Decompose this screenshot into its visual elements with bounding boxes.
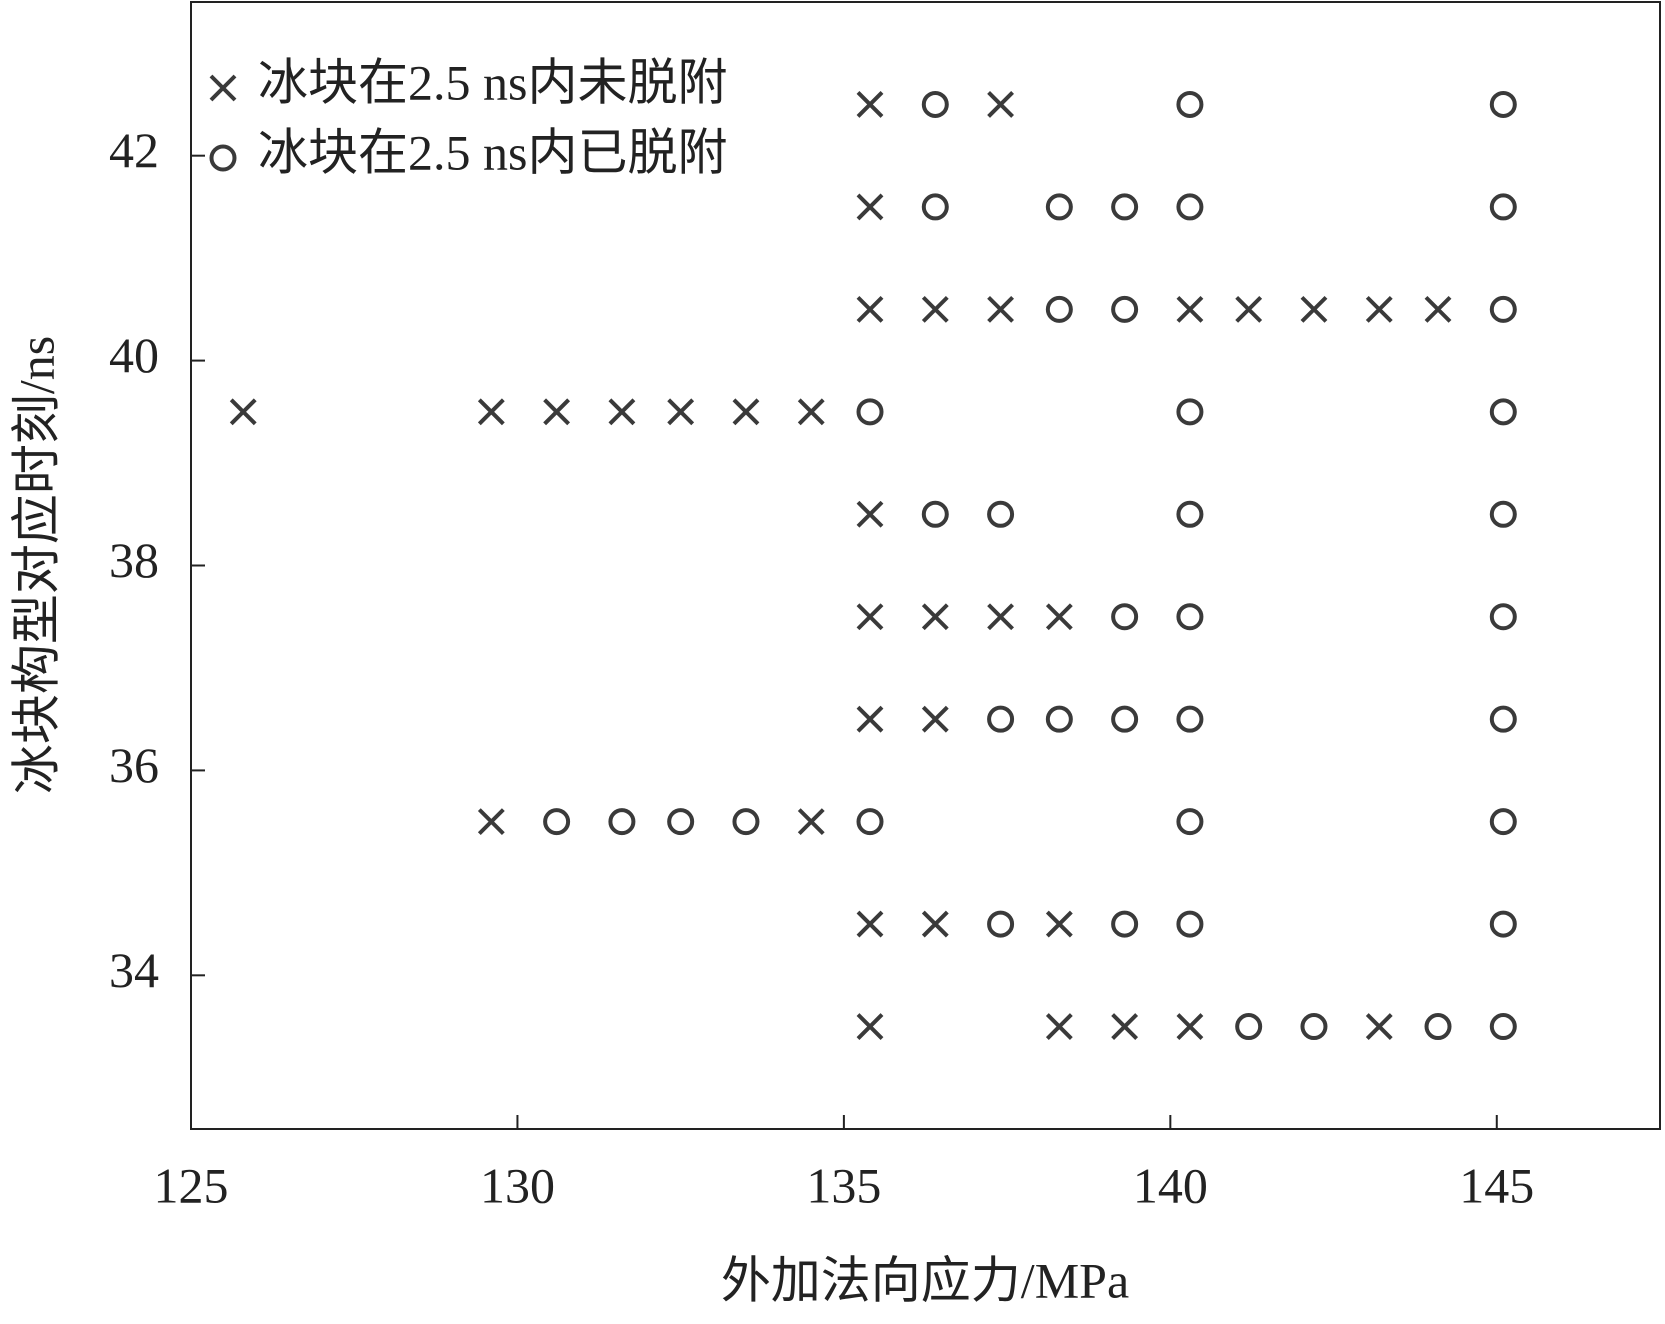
circle-marker	[1176, 910, 1204, 938]
y-tick-label: 38	[109, 532, 159, 588]
circle-marker	[921, 500, 949, 528]
x-marker	[987, 603, 1014, 631]
x-tick-label: 140	[1133, 1157, 1208, 1213]
y-tick-label: 40	[109, 327, 159, 383]
circle-marker	[1176, 705, 1204, 733]
x-marker	[732, 398, 760, 426]
circle-marker	[1489, 705, 1517, 733]
x-marker	[1045, 603, 1073, 631]
x-marker	[987, 91, 1014, 118]
circle-marker	[1176, 398, 1204, 426]
circle-marker	[987, 500, 1015, 528]
x-marker	[797, 808, 825, 836]
circle-marker	[1176, 90, 1204, 118]
x-marker	[1235, 295, 1263, 323]
circle-marker	[1111, 603, 1139, 631]
x-tick-label: 130	[480, 1157, 555, 1213]
circle-marker	[1489, 398, 1517, 426]
circle-marker	[1489, 90, 1517, 118]
x-marker	[921, 910, 949, 938]
x-tick-label: 145	[1459, 1157, 1534, 1213]
circle-marker	[1176, 193, 1204, 221]
circle-marker	[1300, 1013, 1328, 1041]
y-tick-label: 36	[109, 737, 159, 793]
x-marker	[856, 295, 884, 323]
circle-marker	[1424, 1013, 1452, 1041]
x-marker	[477, 398, 505, 426]
legend-label: 冰块在2.5 ns内未脱附	[258, 54, 727, 110]
x-marker	[856, 603, 884, 631]
circle-marker	[1489, 500, 1517, 528]
x-marker	[209, 74, 237, 102]
y-axis-label: 冰块构型对应时刻/ns	[8, 336, 64, 794]
circle-marker	[856, 398, 884, 426]
x-marker	[477, 808, 505, 836]
circle-marker	[1045, 295, 1073, 323]
x-marker	[1045, 910, 1073, 938]
x-marker	[797, 398, 825, 426]
circle-marker	[921, 193, 949, 221]
x-axis-label: 外加法向应力/MPa	[721, 1252, 1129, 1308]
x-marker	[1365, 295, 1393, 323]
x-marker	[921, 705, 949, 733]
y-tick-label: 34	[109, 942, 159, 998]
y-tick-label: 42	[109, 122, 159, 178]
x-marker	[1365, 1013, 1393, 1040]
circle-marker	[1111, 705, 1139, 733]
x-marker	[1176, 295, 1204, 323]
circle-marker	[1176, 500, 1204, 528]
x-marker	[608, 398, 636, 426]
legend-label: 冰块在2.5 ns内已脱附	[258, 124, 727, 180]
circle-marker	[1489, 193, 1517, 221]
circle-marker	[608, 808, 636, 836]
x-tick-label: 125	[154, 1157, 229, 1213]
x-marker	[856, 193, 884, 221]
circle-marker	[1111, 193, 1139, 221]
x-marker	[856, 1013, 884, 1040]
circle-marker	[667, 808, 695, 836]
x-marker	[667, 398, 695, 426]
circle-marker	[1235, 1013, 1263, 1041]
x-marker	[921, 295, 949, 323]
x-marker	[229, 398, 257, 426]
circle-marker	[921, 90, 949, 118]
x-marker	[856, 910, 884, 938]
circle-marker	[987, 910, 1015, 938]
x-marker	[1424, 295, 1452, 323]
circle-marker	[1045, 193, 1073, 221]
x-marker	[543, 398, 571, 426]
x-marker	[1300, 295, 1328, 323]
circle-marker	[1489, 295, 1517, 323]
circle-marker	[1111, 910, 1139, 938]
circle-marker	[732, 808, 760, 836]
circle-marker	[209, 144, 237, 172]
circle-marker	[1045, 705, 1073, 733]
circle-marker	[543, 808, 571, 836]
circle-marker	[856, 808, 884, 836]
circle-marker	[1111, 295, 1139, 323]
circle-marker	[1489, 910, 1517, 938]
circle-marker	[1489, 1013, 1517, 1041]
circle-marker	[987, 705, 1015, 733]
circle-marker	[1176, 808, 1204, 836]
x-marker	[1045, 1013, 1073, 1040]
circle-marker	[1489, 603, 1517, 631]
x-marker	[1111, 1013, 1139, 1040]
circle-marker	[1176, 603, 1204, 631]
x-marker	[1176, 1013, 1204, 1040]
x-marker	[987, 295, 1014, 323]
x-marker	[856, 91, 884, 118]
x-tick-label: 135	[806, 1157, 881, 1213]
circle-marker	[1489, 808, 1517, 836]
x-marker	[856, 705, 884, 733]
x-marker	[856, 500, 884, 528]
x-marker	[921, 603, 949, 631]
